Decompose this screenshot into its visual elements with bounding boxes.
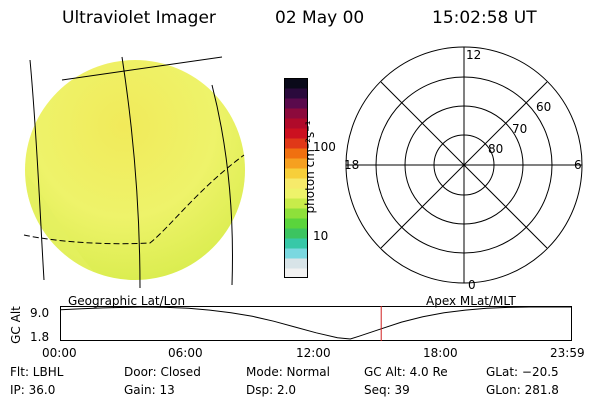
altitude-ytick-min: 1.8 [30,330,50,344]
altitude-xtick: 18:00 [423,346,458,360]
colorbar-swatch [284,98,308,109]
colorbar-swatch [284,258,308,269]
lat-label-80: 80 [488,142,503,156]
seq-info: Seq: 39 [364,383,410,397]
mode-info: Mode: Normal [246,365,330,379]
lat-label-70: 70 [512,122,527,136]
meridian-line [211,84,233,286]
coastline [23,154,245,245]
colorbar-swatch [284,148,308,159]
instrument-title: Ultraviolet Imager [62,8,216,28]
colorbar-swatch [284,158,308,169]
altitude-xtick: 06:00 [168,346,203,360]
filter-info: Flt: LBHL [10,365,64,379]
colorbar-swatch [284,188,308,199]
mlt-line-diagonal [380,81,548,249]
mlt-label-6: 6 [574,158,582,172]
glon-info: GLon: 281.8 [486,383,559,397]
colorbar-tick-100: 100 [313,140,336,154]
colorbar-swatch [284,218,308,229]
earth-uv-image [23,56,245,289]
colorbar-swatch [284,238,308,249]
colorbar-tick-10: 10 [313,229,329,243]
colorbar [284,78,308,278]
colorbar-frame [284,78,308,278]
door-info: Door: Closed [124,365,201,379]
colorbar-swatch [284,78,308,89]
mlt-label-12: 12 [466,48,481,62]
colorbar-swatch [284,128,308,139]
altitude-ylabel: GC Alt [9,306,23,344]
polar-mlat-mlt-plot: 12 0 18 6 60 70 80 [344,46,583,290]
colorbar-swatch [284,118,308,129]
altitude-line [60,306,572,340]
ip-info: IP: 36.0 [10,383,56,397]
colorbar-swatch [284,268,308,278]
altitude-ytick-max: 9.0 [30,306,50,320]
mlt-label-0: 0 [468,278,476,290]
colorbar-swatch [284,208,308,219]
dsp-info: Dsp: 2.0 [246,383,297,397]
meridian-line [121,56,141,289]
gain-info: Gain: 13 [124,383,175,397]
altitude-plot-frame [60,306,572,341]
colorbar-unit-label: photon cm⁻²s⁻¹ [303,120,317,214]
altitude-plot [60,306,572,341]
geographic-panel-label: Geographic Lat/Lon [68,294,186,308]
lat-label-60: 60 [536,100,551,114]
altitude-xtick: 12:00 [296,346,331,360]
glat-info: GLat: −20.5 [486,365,559,379]
colorbar-swatch [284,88,308,99]
apex-panel-label: Apex MLat/MLT [426,294,516,308]
mlt-label-18: 18 [344,158,359,172]
colorbar-swatch [284,108,308,119]
altitude-xtick: 23:59 [550,346,585,360]
colorbar-swatch [284,138,308,149]
colorbar-swatch [284,168,308,179]
time-label: 15:02:58 UT [432,8,537,28]
altitude-xtick: 00:00 [42,346,77,360]
colorbar-swatch [284,228,308,239]
meridian-line [29,59,45,281]
parallel-line [61,56,223,81]
colorbar-swatch [284,198,308,209]
colorbar-swatch [284,248,308,259]
gc-alt-info: GC Alt: 4.0 Re [364,365,448,379]
date-label: 02 May 00 [275,8,365,28]
colorbar-swatch [284,178,308,189]
